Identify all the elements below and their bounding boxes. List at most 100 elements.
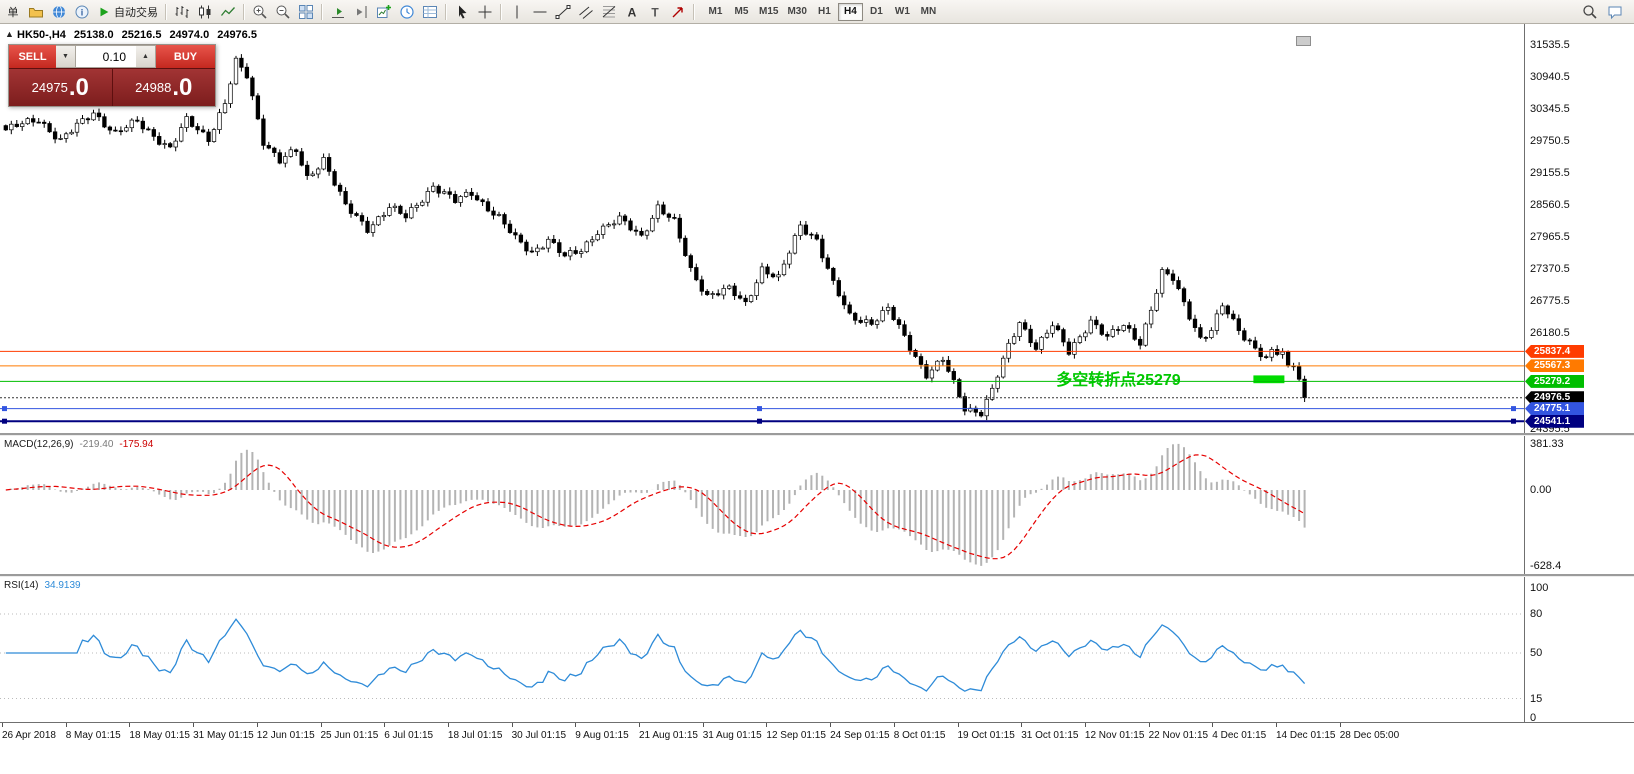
auto-scroll-button[interactable] — [327, 2, 349, 22]
sell-price-display[interactable]: 24975 .0 — [9, 69, 112, 106]
tile-windows-button[interactable] — [295, 2, 317, 22]
fibonacci-button[interactable] — [598, 2, 620, 22]
price-tag-25567.3[interactable]: 25567.3 — [1525, 359, 1584, 373]
volume-input[interactable] — [76, 45, 136, 68]
hline-handle[interactable] — [1511, 418, 1516, 424]
horizontal-line-icon — [533, 11, 547, 12]
macd-label: MACD(12,26,9) -219.40 -175.94 — [4, 439, 153, 450]
svg-text:i: i — [81, 7, 84, 17]
rsi-chart[interactable] — [0, 577, 1524, 727]
trendline-button[interactable] — [552, 2, 574, 22]
time-axis-tick — [1021, 723, 1023, 727]
buy-price-fraction: .0 — [172, 73, 193, 101]
info-icon: i — [75, 5, 89, 18]
new-chart-button[interactable] — [373, 2, 395, 22]
buy-price-display[interactable]: 24988 .0 — [112, 69, 215, 106]
macd-value-signal: -175.94 — [119, 439, 154, 450]
chart-shift-button[interactable] — [350, 2, 372, 22]
timeframe-m30[interactable]: M30 — [783, 3, 810, 21]
chat-icon — [1608, 6, 1622, 19]
hline-handle[interactable] — [2, 406, 7, 412]
price-axis-label: 30940.5 — [1530, 70, 1570, 83]
rsi-axis-label: 0 — [1530, 712, 1537, 724]
sell-button[interactable]: SELL — [9, 45, 56, 68]
price-axis-label: 27965.5 — [1530, 230, 1570, 243]
profiles-button[interactable] — [396, 2, 418, 22]
time-axis-label: 12 Jun 01:15 — [256, 730, 315, 741]
hline-handle[interactable] — [757, 418, 762, 424]
macd-chart[interactable] — [0, 437, 1524, 579]
timeframe-m5[interactable]: M5 — [729, 3, 754, 21]
support-zone-highlight[interactable] — [1253, 375, 1285, 384]
search-button[interactable] — [1579, 2, 1601, 22]
time-axis-tick — [830, 723, 832, 727]
price-tag-24775.1[interactable]: 24775.1 — [1525, 402, 1584, 416]
one-click-trading-panel: SELL ▼ ▲ BUY 24975 .0 24988 .0 — [8, 44, 216, 107]
time-axis-label: 18 May 01:15 — [129, 730, 190, 741]
panel-separator-rsi[interactable] — [0, 574, 1634, 577]
time-axis-tick — [320, 723, 322, 727]
cursor-button[interactable] — [451, 2, 473, 22]
volume-up-button[interactable]: ▲ — [136, 45, 156, 68]
channel-button[interactable] — [575, 2, 597, 22]
label-icon: T — [651, 5, 659, 19]
timeframe-h4[interactable]: H4 — [837, 2, 863, 21]
globe-button[interactable] — [48, 2, 70, 22]
timeframe-w1[interactable]: W1 — [890, 3, 915, 21]
hline-handle[interactable] — [1511, 406, 1516, 412]
time-axis-tick — [702, 723, 704, 727]
one-click-panel-toggle-icon[interactable]: ▲ — [5, 29, 14, 39]
autotrading-button[interactable]: 自动交易 — [94, 2, 161, 22]
buy-button[interactable]: BUY — [156, 45, 215, 68]
crosshair-button[interactable] — [474, 2, 496, 22]
time-axis-label: 12 Nov 01:15 — [1084, 730, 1145, 741]
price-axis-label: 28560.5 — [1530, 198, 1570, 211]
timeframe-h1[interactable]: H1 — [812, 3, 837, 21]
toolbar-separator — [693, 3, 695, 20]
hline-handle[interactable] — [2, 418, 7, 424]
sell-price-main: 24975 — [31, 80, 68, 95]
chart-scroll-marker[interactable] — [1296, 36, 1311, 46]
vertical-line-button[interactable] — [506, 2, 528, 22]
new-order-button[interactable]: 单 — [2, 2, 24, 22]
current-price-tag[interactable]: 24976.5 — [1525, 391, 1584, 405]
bars-button[interactable] — [171, 2, 193, 22]
candlestick-chart[interactable] — [0, 24, 1524, 438]
label-button[interactable]: T — [644, 2, 666, 22]
time-axis[interactable]: 26 Apr 2018 8 May 01:15 18 May 01:15 31 May… — [0, 722, 1634, 774]
price-tag-25837.4[interactable]: 25837.4 — [1525, 344, 1584, 358]
rsi-axis-label: 15 — [1530, 692, 1543, 705]
rsi-axis-label: 80 — [1530, 608, 1543, 620]
volume-down-button[interactable]: ▼ — [56, 45, 76, 68]
hline-handle[interactable] — [757, 406, 762, 412]
candles-button[interactable] — [194, 2, 216, 22]
price-tag-24541.1[interactable]: 24541.1 — [1525, 414, 1584, 428]
symbol-period: HK50-,H4 — [17, 29, 66, 41]
time-axis-tick — [1148, 723, 1150, 727]
arrow-icon — [672, 6, 683, 17]
price-tag-25279.2[interactable]: 25279.2 — [1525, 374, 1584, 388]
price-axis[interactable]: 31535.5 30940.5 30345.5 29750.5 29155.5 28560… — [1524, 24, 1634, 724]
timeframe-mn[interactable]: MN — [916, 3, 941, 21]
data-window-button[interactable] — [419, 2, 441, 22]
zoom-in-icon — [253, 5, 267, 19]
line-chart-button[interactable] — [217, 2, 239, 22]
panel-separator-macd[interactable] — [0, 433, 1634, 436]
rsi-axis-label: 50 — [1530, 647, 1543, 659]
rsi-axis-label: 100 — [1530, 582, 1549, 594]
chat-button[interactable] — [1604, 2, 1626, 22]
timeframe-m15[interactable]: M15 — [755, 3, 782, 21]
time-axis-label: 24 Sep 01:15 — [830, 730, 890, 741]
pivot-annotation[interactable]: 多空转折点25279 — [1056, 372, 1181, 390]
folder-button[interactable] — [25, 2, 47, 22]
info-button[interactable]: i — [71, 2, 93, 22]
horizontal-line-button[interactable] — [529, 2, 551, 22]
zoom-out-button[interactable] — [272, 2, 294, 22]
zoom-in-button[interactable] — [249, 2, 271, 22]
timeframe-m1[interactable]: M1 — [703, 3, 728, 21]
timeframe-d1[interactable]: D1 — [864, 3, 889, 21]
tile-windows-icon — [299, 4, 313, 19]
text-button[interactable]: A — [621, 2, 643, 22]
arrow-button[interactable] — [667, 2, 689, 22]
chart-shift-icon — [357, 5, 367, 18]
